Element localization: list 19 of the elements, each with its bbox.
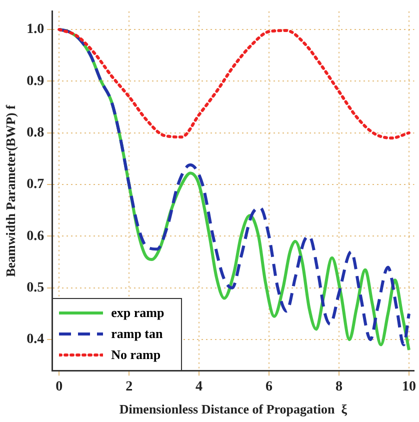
y-tick-label: 1.0 — [26, 22, 44, 38]
y-tick-label: 0.7 — [26, 177, 44, 192]
x-tick-label: 2 — [126, 380, 133, 395]
x-tick-label: 8 — [335, 380, 342, 395]
legend-label: ramp tan — [111, 326, 163, 342]
y-tick-label: 0.9 — [26, 74, 44, 89]
y-axis-title: Beamwidth Parameter(BWP) f — [3, 104, 18, 277]
line-series — [58, 28, 410, 140]
legend-label: No ramp — [111, 347, 161, 364]
y-tick-label: 0.6 — [26, 228, 44, 244]
legend-label: exp ramp — [111, 305, 164, 322]
y-tick-label: 0.8 — [26, 125, 44, 140]
x-tick-label: 10 — [402, 380, 416, 395]
y-tick-label: 0.5 — [26, 280, 44, 296]
x-tick-label: 4 — [196, 380, 203, 395]
x-axis-title: Dimensionless Distance of Propagation ξ — [119, 402, 348, 417]
y-tick-label: 0.4 — [26, 332, 44, 348]
x-tick-label: 0 — [56, 380, 63, 395]
x-tick-label: 6 — [266, 380, 273, 395]
